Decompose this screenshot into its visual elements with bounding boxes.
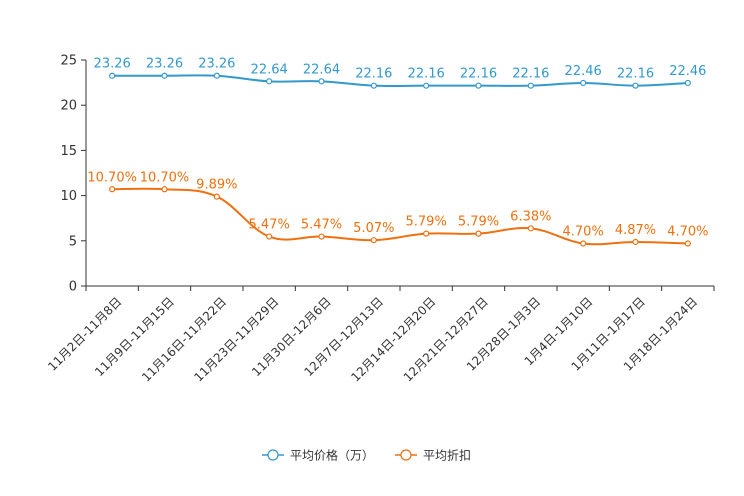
data-label: 22.16 — [355, 67, 392, 82]
y-tick-label: 0 — [69, 280, 77, 295]
data-point — [580, 240, 587, 247]
data-point — [475, 230, 482, 237]
data-point — [527, 82, 534, 89]
legend-marker — [400, 449, 412, 461]
data-label: 4.70% — [563, 225, 604, 240]
y-tick-label: 15 — [60, 144, 77, 159]
data-point — [109, 186, 116, 193]
data-point — [684, 79, 691, 87]
legend-label: 平均折扣 — [423, 448, 471, 463]
data-point — [318, 233, 325, 240]
data-point — [370, 82, 377, 89]
data-label: 23.26 — [94, 57, 131, 72]
data-label: 5.79% — [406, 215, 447, 230]
data-label: 10.70% — [140, 170, 190, 185]
data-point — [580, 79, 587, 87]
data-label: 22.46 — [669, 64, 706, 79]
data-label: 22.16 — [617, 67, 654, 82]
data-label: 9.89% — [196, 178, 237, 193]
y-tick-label: 25 — [60, 54, 77, 69]
data-label: 4.70% — [667, 225, 708, 240]
data-label: 23.26 — [146, 57, 183, 72]
data-label: 22.16 — [512, 67, 549, 82]
data-point — [527, 225, 534, 232]
data-point — [475, 82, 482, 89]
y-tick-label: 5 — [69, 234, 77, 249]
data-label: 4.87% — [615, 223, 656, 238]
chart-legend: 平均价格（万） 平均折扣 — [262, 448, 471, 463]
series-points — [109, 72, 691, 247]
data-label: 6.38% — [510, 209, 551, 224]
legend-label: 平均价格（万） — [290, 448, 374, 463]
data-label: 5.07% — [353, 221, 394, 236]
series-lines — [112, 74, 688, 246]
data-label: 10.70% — [87, 170, 137, 185]
data-label: 22.16 — [408, 67, 445, 82]
data-label: 5.47% — [301, 218, 342, 233]
data-point — [318, 78, 325, 85]
data-label: 22.64 — [303, 62, 340, 77]
chart-axes: 051015202511月2日-11月8日11月9日-11月15日11月16日-… — [45, 54, 715, 385]
data-point — [423, 230, 430, 237]
data-point — [423, 82, 430, 89]
data-point — [161, 186, 168, 193]
data-label: 22.64 — [251, 62, 288, 77]
data-label: 22.46 — [565, 64, 602, 79]
data-point — [370, 237, 377, 244]
data-label: 23.26 — [198, 57, 235, 72]
legend-marker — [267, 449, 279, 461]
data-point — [266, 233, 273, 240]
data-labels: 23.26 23.26 23.26 22.64 22.64 22.16 22.16 22.16… — [87, 57, 708, 240]
data-label: 5.79% — [458, 215, 499, 230]
data-point — [632, 238, 639, 246]
data-point — [213, 72, 220, 79]
series-line-1 — [112, 187, 688, 246]
data-point — [109, 72, 116, 79]
data-point — [632, 82, 639, 89]
data-point — [266, 78, 273, 85]
y-tick-label: 10 — [60, 189, 77, 204]
data-point — [213, 193, 220, 200]
data-label: 22.16 — [460, 67, 497, 82]
y-tick-label: 20 — [60, 99, 77, 114]
series-line-0 — [112, 74, 688, 88]
legend-item-1: 平均折扣 — [395, 448, 471, 463]
data-point — [161, 72, 168, 79]
legend-item-0: 平均价格（万） — [262, 448, 374, 463]
data-point — [684, 240, 691, 247]
data-label: 5.47% — [249, 218, 290, 233]
